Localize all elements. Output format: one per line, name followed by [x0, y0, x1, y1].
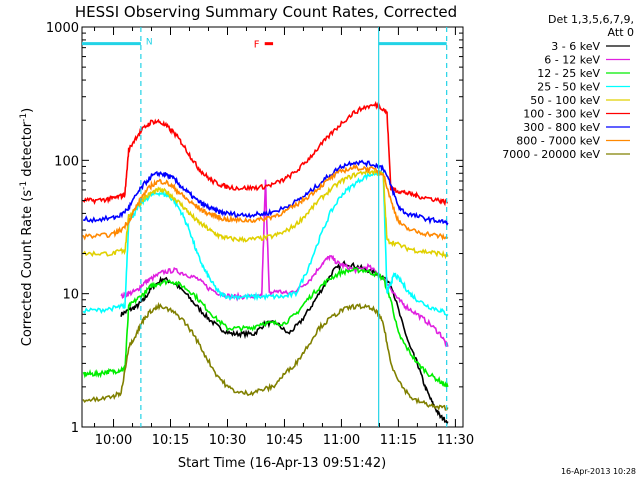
- plot-frame: [81, 26, 464, 428]
- y-axis-label-exp2: -1: [19, 113, 29, 122]
- y-axis-label-mid: detector: [20, 121, 35, 181]
- legend-label-12-25-kev: 12 - 25 keV: [537, 67, 600, 80]
- y-axis-label-main: Corrected Count Rate (s: [20, 190, 35, 347]
- axis-layer: 1 10 100 1000 10:00 10:15 10:30 10:45 11:00 11:15…: [46, 21, 474, 448]
- x-tick-label: 11:15: [380, 433, 417, 448]
- legend-header-line2: Att 0: [608, 26, 634, 39]
- y-axis-label-end: ): [20, 108, 35, 113]
- y-tick-label: 1: [71, 421, 79, 436]
- legend-label-800-7000-kev: 800 - 7000 keV: [516, 135, 600, 148]
- series-line-800-7000-kev: [82, 163, 449, 241]
- y-tick-label: 10: [62, 288, 79, 303]
- legend-label-100-300-kev: 100 - 300 keV: [523, 108, 600, 121]
- legend-label-25-50-kev: 25 - 50 keV: [537, 81, 600, 94]
- legend-label-6-12-kev: 6 - 12 keV: [544, 54, 600, 67]
- y-tick-label: 100: [54, 154, 79, 169]
- y-axis-label-exp1: -1: [19, 181, 29, 190]
- series-layer: [82, 100, 449, 426]
- legend-label-300-800-kev: 300 - 800 keV: [523, 121, 600, 134]
- flag-label-night: N: [146, 38, 153, 48]
- x-axis-label: Start Time (16-Apr-13 09:51:42): [178, 456, 386, 471]
- series-line-100-300-kev: [82, 100, 448, 207]
- x-tick-label: 10:45: [266, 433, 303, 448]
- plot-area: [81, 26, 464, 428]
- x-tick-label: 10:00: [95, 433, 132, 448]
- x-tick-label: 10:30: [209, 433, 246, 448]
- series-line-3-6-kev: [120, 260, 449, 426]
- y-tick-label: 1000: [46, 21, 79, 36]
- series-line-7000-20000-kev: [82, 301, 449, 411]
- x-tick-label: 10:15: [152, 433, 189, 448]
- series-line-6-12-kev: [120, 179, 449, 348]
- legend-label-7000-20000-kev: 7000 - 20000 keV: [502, 148, 600, 161]
- x-tick-label: 11:00: [323, 433, 360, 448]
- legend-header-line1: Det 1,3,5,6,7,9,: [548, 13, 634, 26]
- x-tick-label: 11:30: [437, 433, 474, 448]
- legend-label-3-6-kev: 3 - 6 keV: [551, 40, 600, 53]
- flag-label-flare: F: [254, 40, 260, 51]
- plot-timestamp: 16-Apr-2013 10:28: [561, 467, 636, 476]
- legend-label-50-100-kev: 50 - 100 keV: [530, 94, 600, 107]
- series-line-300-800-kev: [83, 159, 449, 228]
- chart-title: HESSI Observing Summary Count Rates, Cor…: [75, 3, 457, 21]
- y-axis-label: Corrected Count Rate (s-1 detector-1): [19, 108, 35, 346]
